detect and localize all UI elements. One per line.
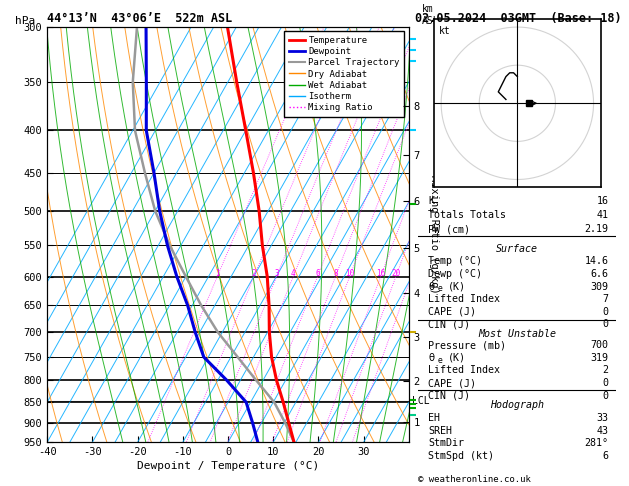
Text: 6: 6 (603, 451, 608, 461)
Text: e: e (438, 284, 443, 294)
Text: Most Unstable: Most Unstable (478, 329, 557, 339)
Text: 6: 6 (315, 269, 320, 278)
Text: 14.6: 14.6 (584, 257, 608, 266)
Text: Pressure (mb): Pressure (mb) (428, 340, 506, 350)
Text: 2: 2 (603, 365, 608, 376)
Text: CAPE (J): CAPE (J) (428, 307, 476, 317)
Text: Temp (°C): Temp (°C) (428, 257, 482, 266)
Text: 281°: 281° (584, 438, 608, 448)
Text: 4: 4 (291, 269, 296, 278)
Text: 44°13’N  43°06’E  522m ASL: 44°13’N 43°06’E 522m ASL (47, 12, 233, 25)
Text: Lifted Index: Lifted Index (428, 294, 500, 304)
Text: 0: 0 (603, 391, 608, 400)
Text: θ: θ (428, 281, 434, 292)
Text: e: e (438, 356, 443, 364)
Text: CAPE (J): CAPE (J) (428, 378, 476, 388)
Text: 6.6: 6.6 (591, 269, 608, 279)
Legend: Temperature, Dewpoint, Parcel Trajectory, Dry Adiabat, Wet Adiabat, Isotherm, Mi: Temperature, Dewpoint, Parcel Trajectory… (284, 31, 404, 117)
Text: 10: 10 (345, 269, 354, 278)
Text: StmDir: StmDir (428, 438, 464, 448)
Text: 16: 16 (596, 196, 608, 207)
Text: PW (cm): PW (cm) (428, 225, 470, 234)
X-axis label: Dewpoint / Temperature (°C): Dewpoint / Temperature (°C) (137, 461, 319, 471)
Text: 7: 7 (603, 294, 608, 304)
Text: (K): (K) (448, 281, 466, 292)
Text: (K): (K) (448, 353, 466, 363)
Text: © weatheronline.co.uk: © weatheronline.co.uk (418, 474, 531, 484)
Text: 20: 20 (391, 269, 401, 278)
Text: EH: EH (428, 413, 440, 423)
Text: 2.19: 2.19 (584, 225, 608, 234)
Text: 3: 3 (274, 269, 279, 278)
Text: 16: 16 (376, 269, 386, 278)
Text: StmSpd (kt): StmSpd (kt) (428, 451, 494, 461)
Text: 43: 43 (596, 426, 608, 435)
Text: SREH: SREH (428, 426, 452, 435)
Text: 41: 41 (596, 210, 608, 220)
Text: 2: 2 (252, 269, 256, 278)
Text: 0: 0 (603, 378, 608, 388)
Text: 0: 0 (603, 307, 608, 317)
Text: 319: 319 (591, 353, 608, 363)
Text: CIN (J): CIN (J) (428, 391, 470, 400)
Text: Hodograph: Hodograph (491, 400, 544, 410)
Text: Totals Totals: Totals Totals (428, 210, 506, 220)
Text: CIN (J): CIN (J) (428, 319, 470, 330)
Text: 0: 0 (603, 319, 608, 330)
Text: K: K (428, 196, 434, 207)
Text: 02.05.2024  03GMT  (Base: 18): 02.05.2024 03GMT (Base: 18) (415, 12, 621, 25)
Text: km
ASL: km ASL (421, 4, 439, 26)
Text: θ: θ (428, 353, 434, 363)
Text: Lifted Index: Lifted Index (428, 365, 500, 376)
Text: hPa: hPa (14, 16, 35, 26)
Text: 8: 8 (333, 269, 338, 278)
Text: 1: 1 (215, 269, 220, 278)
Text: Dewp (°C): Dewp (°C) (428, 269, 482, 279)
Text: 33: 33 (596, 413, 608, 423)
Text: kt: kt (438, 26, 450, 36)
Y-axis label: Mixing Ratio (g/kg): Mixing Ratio (g/kg) (430, 175, 440, 294)
Text: 309: 309 (591, 281, 608, 292)
Text: LCL: LCL (413, 396, 430, 406)
Text: 700: 700 (591, 340, 608, 350)
Text: Surface: Surface (496, 244, 538, 254)
